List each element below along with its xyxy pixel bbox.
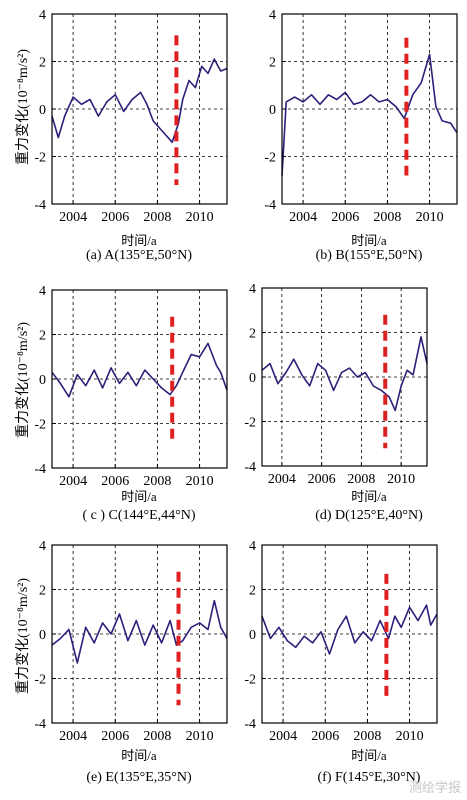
x-tick-label: 2010 bbox=[396, 729, 424, 744]
x-axis-title: 时间/a bbox=[121, 233, 157, 248]
y-tick-label: 0 bbox=[39, 103, 46, 118]
x-tick-label: 2004 bbox=[59, 210, 87, 225]
x-tick-label: 2004 bbox=[289, 210, 317, 225]
series-line bbox=[281, 53, 458, 176]
x-tick-label: 2006 bbox=[101, 210, 129, 225]
x-tick-label: 2006 bbox=[101, 729, 129, 744]
x-tick-label: 2004 bbox=[269, 729, 297, 744]
series-line bbox=[51, 599, 228, 664]
series-line bbox=[51, 58, 228, 144]
x-axis-title: 时间/a bbox=[351, 748, 387, 763]
y-tick-label: 4 bbox=[39, 284, 46, 299]
y-tick-label: -2 bbox=[34, 151, 46, 166]
x-tick-label: 2010 bbox=[186, 474, 214, 489]
series-line bbox=[51, 342, 228, 398]
x-tick-label: 2008 bbox=[143, 210, 171, 225]
x-axis-title: 时间/a bbox=[121, 489, 157, 504]
x-tick-label: 2004 bbox=[268, 472, 296, 487]
x-tick-label: 2004 bbox=[59, 474, 87, 489]
y-tick-label: -4 bbox=[244, 717, 256, 732]
x-tick-label: 2006 bbox=[101, 474, 129, 489]
y-tick-label: 2 bbox=[269, 56, 276, 71]
y-tick-label: -2 bbox=[244, 416, 256, 431]
y-tick-label: 0 bbox=[269, 103, 276, 118]
x-tick-label: 2010 bbox=[186, 729, 214, 744]
subplot-caption-b: (b) B(155°E,50°N) bbox=[315, 248, 423, 263]
y-tick-label: 4 bbox=[269, 8, 276, 23]
subplot-caption-d: (d) D(125°E,40°N) bbox=[315, 508, 423, 523]
y-tick-label: 0 bbox=[39, 373, 46, 388]
x-tick-label: 2006 bbox=[311, 729, 339, 744]
x-tick-label: 2008 bbox=[347, 472, 375, 487]
y-tick-label: -2 bbox=[34, 673, 46, 688]
y-tick-label: -4 bbox=[34, 717, 46, 732]
y-tick-label: 4 bbox=[39, 8, 46, 23]
y-tick-label: 2 bbox=[39, 56, 46, 71]
y-axis-title: 重力变化(10⁻⁸m/s²) bbox=[16, 48, 31, 166]
x-tick-label: 2006 bbox=[308, 472, 336, 487]
y-axis-title: 重力变化(10⁻⁸m/s²) bbox=[16, 321, 31, 439]
y-tick-label: 4 bbox=[39, 539, 46, 554]
y-axis-title: 重力变化(10⁻⁸m/s²) bbox=[16, 577, 31, 695]
y-tick-label: 4 bbox=[249, 282, 256, 297]
y-tick-label: 4 bbox=[249, 539, 256, 554]
x-tick-label: 2010 bbox=[186, 210, 214, 225]
x-axis-title: 时间/a bbox=[351, 489, 387, 504]
x-tick-label: 2008 bbox=[143, 474, 171, 489]
y-tick-label: 0 bbox=[249, 371, 256, 386]
subplot-caption-a: (a) A(135°E,50°N) bbox=[85, 248, 193, 263]
x-tick-label: 2010 bbox=[416, 210, 444, 225]
y-tick-label: 0 bbox=[39, 628, 46, 643]
x-tick-label: 2008 bbox=[373, 210, 401, 225]
y-tick-label: -4 bbox=[34, 198, 46, 213]
subplot-caption-e: (e) E(135°E,35°N) bbox=[86, 770, 192, 785]
y-tick-label: 2 bbox=[39, 329, 46, 344]
x-tick-label: 2008 bbox=[353, 729, 381, 744]
y-tick-label: -2 bbox=[244, 673, 256, 688]
x-tick-label: 2006 bbox=[331, 210, 359, 225]
y-tick-label: 0 bbox=[249, 628, 256, 643]
watermark: 测绘学报 bbox=[408, 781, 461, 796]
y-tick-label: -4 bbox=[244, 460, 256, 475]
x-axis-title: 时间/a bbox=[121, 748, 157, 763]
series-line bbox=[261, 336, 428, 412]
x-tick-label: 2010 bbox=[387, 472, 415, 487]
y-tick-label: 2 bbox=[249, 327, 256, 342]
series-line bbox=[261, 604, 438, 655]
y-tick-label: 2 bbox=[39, 584, 46, 599]
x-tick-label: 2008 bbox=[143, 729, 171, 744]
y-tick-label: -2 bbox=[34, 418, 46, 433]
subplot-caption-c: ( c ) C(144°E,44°N) bbox=[82, 508, 196, 523]
subplot-caption-f: (f) F(145°E,30°N) bbox=[317, 770, 421, 785]
y-tick-label: -2 bbox=[264, 151, 276, 166]
y-tick-label: -4 bbox=[34, 462, 46, 477]
x-tick-label: 2004 bbox=[59, 729, 87, 744]
x-axis-title: 时间/a bbox=[351, 233, 387, 248]
y-tick-label: 2 bbox=[249, 584, 256, 599]
y-tick-label: -4 bbox=[264, 198, 276, 213]
